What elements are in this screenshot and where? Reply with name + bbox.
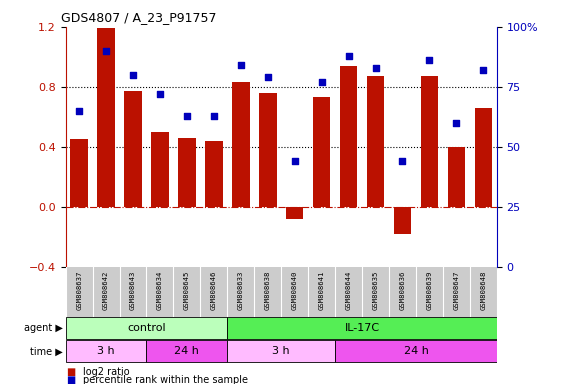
Bar (124, 91, 142, 207)
Bar (147, 340, 227, 362)
Text: percentile rank within the sample: percentile rank within the sample (83, 375, 248, 384)
Point (182, 113, 191, 119)
Text: GSM808633: GSM808633 (238, 271, 244, 310)
Point (290, 158, 299, 164)
Point (425, 58, 434, 64)
Point (128, 72, 138, 78)
Text: time ▶: time ▶ (30, 346, 63, 356)
Point (452, 120, 461, 126)
Text: GSM808636: GSM808636 (400, 271, 405, 310)
Bar (70, 139, 88, 207)
Point (263, 74, 272, 80)
Text: GSM808641: GSM808641 (319, 271, 325, 310)
Text: GSM808638: GSM808638 (265, 271, 271, 310)
Point (102, 48, 111, 54)
Text: 24 h: 24 h (404, 346, 428, 356)
Bar (335, 340, 497, 362)
Text: GSM808644: GSM808644 (345, 271, 352, 310)
Point (478, 67, 488, 73)
Text: GSM808643: GSM808643 (130, 271, 136, 310)
Text: 3 h: 3 h (272, 346, 290, 356)
Text: 3 h: 3 h (97, 346, 115, 356)
Text: GSM808642: GSM808642 (103, 271, 109, 310)
Bar (448, 147, 465, 207)
Bar (66, 317, 227, 339)
Point (75, 108, 84, 114)
Text: GSM808645: GSM808645 (184, 271, 190, 310)
Point (210, 113, 219, 119)
Text: ■: ■ (66, 375, 75, 384)
Bar (66, 340, 147, 362)
Text: GSM808640: GSM808640 (292, 271, 297, 310)
Text: ■: ■ (66, 367, 75, 377)
Bar (205, 141, 223, 207)
Text: 24 h: 24 h (175, 346, 199, 356)
Point (317, 79, 326, 85)
Bar (232, 83, 250, 207)
Point (398, 158, 407, 164)
Text: GDS4807 / A_23_P91757: GDS4807 / A_23_P91757 (61, 11, 217, 24)
Bar (367, 76, 384, 207)
Text: GSM808637: GSM808637 (76, 271, 82, 310)
Bar (394, 207, 411, 234)
Text: GSM808635: GSM808635 (372, 271, 379, 310)
Bar (227, 317, 497, 339)
Bar (151, 132, 168, 207)
Point (236, 62, 246, 68)
Text: GSM808647: GSM808647 (453, 271, 459, 310)
Text: GSM808634: GSM808634 (157, 271, 163, 310)
Bar (178, 138, 196, 207)
Bar (340, 66, 357, 207)
Text: control: control (127, 323, 166, 333)
Bar (421, 76, 438, 207)
Point (344, 53, 353, 59)
Bar (286, 207, 303, 219)
Text: GSM808648: GSM808648 (480, 271, 486, 310)
Text: GSM808639: GSM808639 (427, 271, 432, 310)
Bar (313, 98, 331, 207)
Bar (227, 340, 335, 362)
Text: agent ▶: agent ▶ (24, 323, 63, 333)
Bar (475, 108, 492, 207)
Text: log2 ratio: log2 ratio (83, 367, 130, 377)
Text: IL-17C: IL-17C (344, 323, 380, 333)
Bar (259, 93, 276, 207)
Point (371, 65, 380, 71)
Point (155, 91, 164, 97)
Text: GSM808646: GSM808646 (211, 271, 217, 310)
Bar (97, 28, 115, 207)
